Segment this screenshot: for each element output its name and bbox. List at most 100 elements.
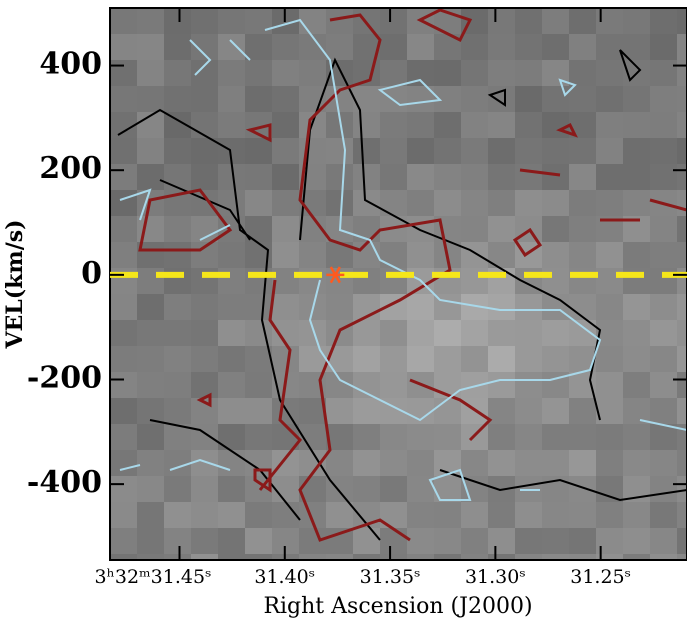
image-pixel	[218, 242, 246, 269]
image-pixel	[407, 138, 435, 165]
image-pixel	[110, 502, 138, 529]
image-pixel	[434, 424, 462, 451]
image-pixel	[461, 86, 489, 113]
image-pixel	[434, 320, 462, 347]
image-pixel	[137, 528, 165, 555]
image-pixel	[488, 216, 516, 243]
image-pixel	[110, 60, 138, 87]
image-pixel	[596, 34, 624, 61]
image-pixel	[218, 60, 246, 87]
image-pixel	[137, 138, 165, 165]
image-pixel	[191, 138, 219, 165]
image-pixel	[191, 164, 219, 191]
image-pixel	[434, 60, 462, 87]
image-pixel	[191, 86, 219, 113]
image-pixel	[488, 8, 516, 35]
image-pixel	[272, 450, 300, 477]
image-pixel	[380, 372, 408, 399]
image-pixel	[137, 476, 165, 503]
image-pixel	[650, 398, 678, 425]
image-pixel	[623, 138, 651, 165]
image-pixel	[110, 294, 138, 321]
image-pixel	[596, 450, 624, 477]
image-pixel	[245, 554, 273, 560]
image-pixel	[191, 528, 219, 555]
y-axis-label: VEL(km/s)	[2, 219, 28, 349]
image-pixel	[434, 190, 462, 217]
image-pixel	[110, 528, 138, 555]
image-pixel	[245, 424, 273, 451]
image-pixel	[353, 320, 381, 347]
image-pixel	[569, 190, 597, 217]
contour-red	[138, 8, 687, 542]
image-pixel	[164, 8, 192, 35]
image-pixel	[596, 346, 624, 373]
image-pixel	[110, 554, 138, 560]
image-pixel	[164, 346, 192, 373]
image-pixel	[299, 8, 327, 35]
image-pixel	[488, 372, 516, 399]
image-pixel	[569, 554, 597, 560]
image-pixel	[677, 320, 687, 347]
image-pixel	[596, 476, 624, 503]
image-pixel	[245, 34, 273, 61]
image-pixel	[272, 34, 300, 61]
image-pixel	[137, 86, 165, 113]
image-pixel	[164, 320, 192, 347]
image-pixel	[245, 8, 273, 35]
image-pixel	[596, 190, 624, 217]
image-pixel	[164, 398, 192, 425]
image-pixel	[380, 60, 408, 87]
image-pixel	[515, 372, 543, 399]
image-pixel	[110, 476, 138, 503]
image-pixel	[596, 164, 624, 191]
image-pixel	[137, 554, 165, 560]
image-pixel	[623, 502, 651, 529]
image-pixel	[218, 450, 246, 477]
image-pixel	[191, 346, 219, 373]
image-pixel	[569, 476, 597, 503]
image-pixel	[218, 554, 246, 560]
image-pixel	[677, 294, 687, 321]
image-pixel	[272, 528, 300, 555]
image-pixel	[326, 346, 354, 373]
image-pixel	[245, 164, 273, 191]
image-pixel	[380, 242, 408, 269]
image-pixel	[380, 164, 408, 191]
image-pixel	[596, 242, 624, 269]
image-pixel	[461, 528, 489, 555]
image-pixel	[380, 112, 408, 139]
image-pixel	[461, 424, 489, 451]
image-pixel	[164, 138, 192, 165]
x-tick-label: 31.25ˢ	[570, 566, 631, 588]
image-pixel	[542, 86, 570, 113]
image-pixel	[542, 242, 570, 269]
image-pixel	[380, 320, 408, 347]
image-pixel	[515, 8, 543, 35]
image-pixel	[542, 164, 570, 191]
image-pixel	[353, 528, 381, 555]
image-pixel	[677, 86, 687, 113]
image-pixel	[569, 242, 597, 269]
star-stroke	[329, 266, 341, 284]
image-pixel	[299, 60, 327, 87]
image-pixel	[515, 164, 543, 191]
x-tick-label: 31.30ˢ	[465, 566, 526, 588]
image-pixel	[191, 8, 219, 35]
image-pixel	[299, 346, 327, 373]
image-pixel	[353, 138, 381, 165]
image-pixel	[515, 554, 543, 560]
image-pixel	[488, 164, 516, 191]
image-pixel	[488, 346, 516, 373]
image-pixel	[245, 138, 273, 165]
image-pixel	[596, 112, 624, 139]
image-pixel	[299, 242, 327, 269]
image-pixel	[569, 34, 597, 61]
image-pixel	[245, 190, 273, 217]
image-pixel	[650, 164, 678, 191]
image-pixel	[650, 502, 678, 529]
image-pixel	[461, 216, 489, 243]
image-pixel	[407, 528, 435, 555]
image-pixel	[299, 138, 327, 165]
